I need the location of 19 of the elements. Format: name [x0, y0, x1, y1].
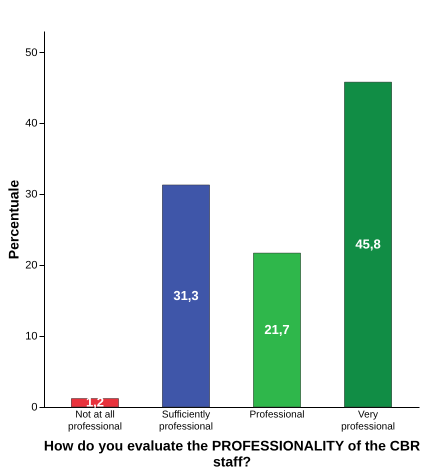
y-tick-label: 20 — [25, 260, 38, 272]
y-tick-label: 50 — [25, 46, 38, 59]
y-tick-label: 40 — [25, 118, 38, 130]
data-label: 31,3 — [173, 288, 199, 303]
x-tick-label: Not at all professional — [68, 410, 122, 432]
bar — [162, 184, 210, 408]
x-tick-label: Sufficiently professional — [159, 410, 213, 432]
y-tick-label: 0 — [31, 402, 38, 414]
y-tick-label: 30 — [25, 188, 38, 201]
data-label: 45,8 — [355, 236, 381, 252]
x-axis-title: How do you evaluate the PROFESSIONALITY of the CBR staff? — [44, 438, 420, 470]
bar — [253, 252, 301, 408]
x-tick-label: Very professional — [341, 410, 395, 432]
bar — [71, 398, 119, 408]
y-axis-title: Percentuale — [5, 180, 22, 260]
bar — [344, 82, 392, 408]
y-tick-label: 10 — [25, 330, 38, 343]
data-label: 21,7 — [264, 322, 290, 338]
x-tick-label: Professional — [249, 410, 305, 420]
